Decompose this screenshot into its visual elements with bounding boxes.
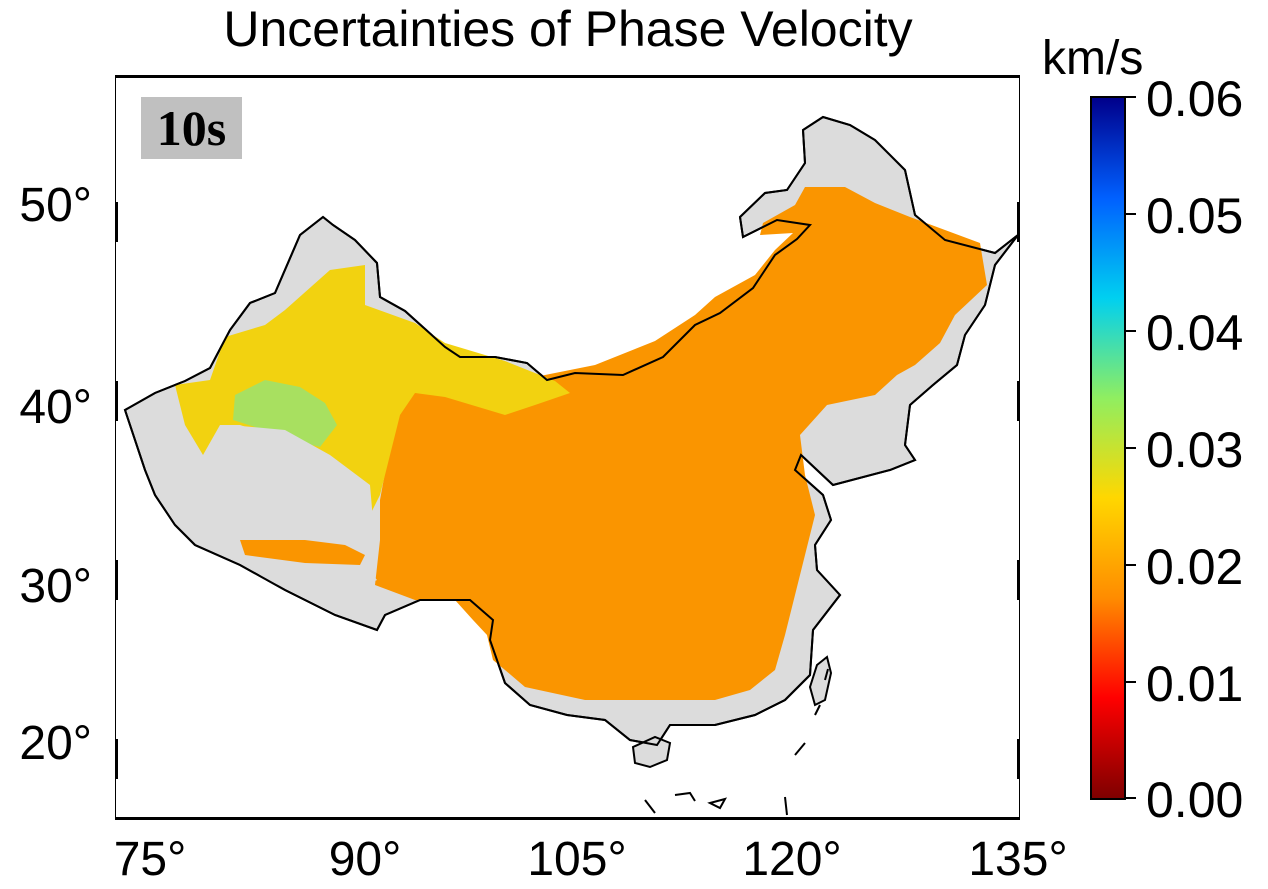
lat-label-20: 20° [19,717,92,770]
lat-label-50: 50° [19,179,92,232]
south-china-sea-islands [644,668,829,816]
colorbar-label-0.04: 0.04 [1146,305,1244,361]
lat-label-30: 30° [19,560,92,613]
lon-label-135: 135° [968,833,1068,886]
lon-label-120: 120° [742,833,842,886]
uncertainty-field-west [175,265,570,515]
uncertainty-field-tibet [240,540,365,565]
colorbar-tick [1126,330,1136,332]
lon-label-90: 90° [328,833,402,886]
taiwan-island [808,655,833,707]
colorbar-tick [1126,213,1136,215]
colorbar-label-0.03: 0.03 [1146,422,1244,478]
colorbar [1090,96,1126,800]
colorbar-label-0.00: 0.00 [1146,772,1244,828]
no-data-tarim [227,425,373,545]
colorbar-tick [1126,96,1136,98]
colorbar-label-0.01: 0.01 [1146,656,1244,712]
map-panel [115,75,1020,820]
uncertainty-field-tarim [233,380,337,447]
colorbar-tick [1126,797,1136,799]
colorbar-label-0.06: 0.06 [1146,71,1244,127]
colorbar-tick [1126,447,1136,449]
uncertainty-field-east [375,187,987,700]
colorbar-label-0.02: 0.02 [1146,539,1244,595]
colorbar-label-0.05: 0.05 [1146,188,1244,244]
lon-label-105: 105° [527,833,627,886]
colorbar-tick [1126,564,1136,566]
period-badge: 10s [141,97,242,159]
lat-label-40: 40° [19,381,92,434]
colorbar-unit: km/s [1042,32,1144,85]
no-data-tibet [250,565,377,595]
chart-title: Uncertainties of Phase Velocity [223,1,913,57]
colorbar-tick [1126,681,1136,683]
hainan-island [631,735,672,769]
lon-label-75: 75° [113,833,187,886]
